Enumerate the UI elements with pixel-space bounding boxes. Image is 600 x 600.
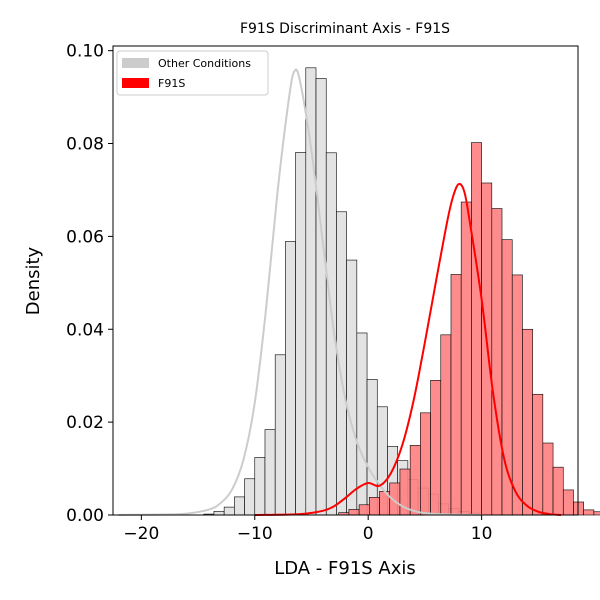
x-tick-label: −20 — [123, 524, 159, 544]
bar-other-conditions-14 — [346, 259, 358, 516]
bar-other-conditions-2 — [223, 506, 235, 516]
y-axis-ticks: 0.00 0.02 0.04 0.06 0.08 0.10 — [66, 42, 113, 526]
y-tick-label: 0.04 — [66, 320, 104, 340]
bar-f91s-11 — [450, 274, 462, 516]
bar-other-conditions-1 — [213, 510, 225, 516]
bar-other-conditions-16 — [366, 379, 378, 516]
y-axis-label: Density — [23, 246, 44, 315]
legend-box — [116, 50, 269, 96]
x-tick-label: 10 — [471, 524, 493, 544]
bar-f91s-9 — [430, 380, 442, 516]
bar-other-conditions-11 — [315, 78, 327, 516]
bar-f91s-23 — [573, 501, 584, 516]
legend-label-other-conditions: Other Conditions — [158, 57, 251, 70]
bar-other-conditions-3 — [234, 496, 245, 516]
bar-f91s-19 — [532, 393, 544, 516]
bar-other-conditions-7 — [274, 354, 286, 516]
bar-f91s-15 — [491, 208, 503, 516]
bar-f91s-22 — [562, 489, 574, 516]
x-axis-ticks: −20 −10 0 10 — [123, 515, 492, 544]
x-tick-label: −10 — [237, 524, 273, 544]
kde-line-other-conditions — [118, 68, 482, 516]
bar-other-conditions-9 — [295, 152, 307, 516]
x-tick-label: 0 — [363, 524, 374, 544]
bar-f91s-20 — [542, 442, 554, 516]
legend-swatch-other-conditions — [122, 58, 149, 68]
kde-line-f91s — [254, 182, 562, 516]
legend: Other Conditions F91S — [116, 50, 269, 96]
bar-f91s-13 — [471, 142, 482, 516]
legend-label-f91s: F91S — [158, 77, 185, 90]
legend-swatch-f91s — [122, 78, 149, 88]
bar-f91s-2 — [358, 504, 370, 516]
bar-other-conditions-4 — [244, 478, 256, 516]
bar-f91s-12 — [460, 201, 472, 516]
bar-f91s-8 — [420, 412, 431, 516]
bar-other-conditions-10 — [305, 67, 317, 516]
y-tick-label: 0.08 — [66, 135, 104, 155]
bar-other-conditions-6 — [264, 429, 276, 516]
plot-frame — [112, 45, 579, 516]
y-tick-label: 0.02 — [66, 413, 104, 433]
bar-f91s-18 — [522, 328, 533, 516]
bar-f91s-1 — [348, 509, 360, 516]
kde-curves — [118, 68, 562, 516]
x-axis-label: LDA - F91S Axis — [274, 558, 416, 579]
chart-title: F91S Discriminant Axis - F91S — [240, 21, 450, 37]
bar-f91s-24 — [583, 509, 595, 516]
bar-other-conditions-5 — [254, 457, 266, 516]
y-tick-label: 0.00 — [66, 506, 104, 526]
bar-other-conditions-8 — [285, 241, 296, 516]
bar-f91s-7 — [409, 445, 421, 516]
bar-f91s-25 — [593, 511, 600, 516]
bar-f91s-3 — [369, 497, 380, 516]
bar-f91s-21 — [552, 466, 564, 516]
bar-f91s-10 — [440, 334, 452, 516]
bar-f91s-17 — [511, 274, 523, 516]
y-tick-label: 0.06 — [66, 227, 104, 247]
histogram-bars — [203, 67, 600, 516]
bar-f91s-16 — [501, 239, 513, 516]
y-tick-label: 0.10 — [66, 42, 104, 62]
